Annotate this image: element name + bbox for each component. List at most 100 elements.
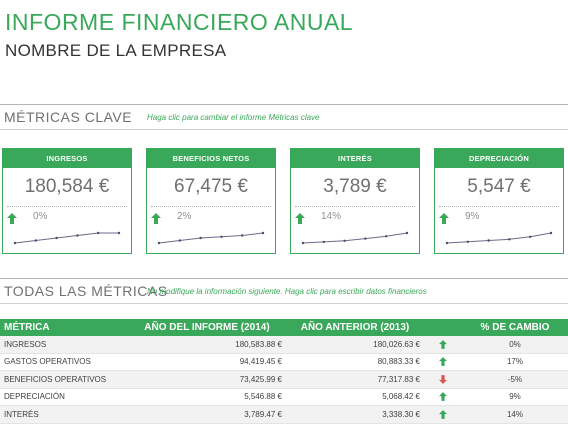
current-year-cell[interactable]: 3,789.47 € <box>128 405 286 424</box>
metric-name-cell: GASTOS OPERATIVOS <box>0 353 128 371</box>
metric-name-cell: INTERÉS <box>0 405 128 424</box>
previous-year-cell[interactable]: 3,338.30 € <box>286 405 424 424</box>
current-year-cell[interactable]: 5,546.88 € <box>128 388 286 406</box>
sparkline-chart <box>13 231 121 245</box>
sparkline-point <box>549 231 553 235</box>
metric-card-value: 67,475 € <box>151 168 271 207</box>
sparkline-point <box>322 240 325 244</box>
sparkline-point <box>157 241 161 245</box>
key-metrics-section-header: MÉTRICAS CLAVE Haga clic para cambiar el… <box>0 104 568 130</box>
trend-up-icon <box>439 410 447 419</box>
trend-cell <box>424 336 462 354</box>
percent-change-cell: -5% <box>462 370 568 389</box>
all-metrics-section-header: TODAS LAS MÉTRICAS No modifique la infor… <box>0 278 568 304</box>
metric-name-cell: BENEFICIOS OPERATIVOS <box>0 370 128 389</box>
column-header-previous-year: AÑO ANTERIOR (2013) <box>286 319 424 336</box>
percent-change-cell: 14% <box>462 405 568 424</box>
metric-card-label: BENEFICIOS NETOS <box>147 149 275 168</box>
trend-up-icon <box>151 211 161 224</box>
metric-card-value: 5,547 € <box>439 168 559 207</box>
sparkline-line <box>302 232 408 244</box>
sparkline-line <box>446 232 552 244</box>
divider <box>0 278 568 279</box>
column-header-trend <box>424 319 462 336</box>
sparkline-chart <box>157 231 265 245</box>
column-header-current-year: AÑO DEL INFORME (2014) <box>128 319 286 336</box>
trend-up-icon <box>295 211 305 224</box>
sparkline-point <box>466 240 469 243</box>
sparkline-line <box>158 232 264 244</box>
sparkline-point <box>445 241 449 245</box>
table-row: INTERÉS 3,789.47 €3,338.30 € 14% <box>0 405 568 424</box>
all-metrics-hint-link[interactable]: No modifique la información siguiente. H… <box>147 287 427 296</box>
trend-up-icon <box>439 392 447 402</box>
sparkline-chart <box>445 231 553 245</box>
table-row: DEPRECIACIÓN 5,546.88 €5,068.42 € 9% <box>0 388 568 406</box>
metric-card-change: 0% <box>33 211 48 222</box>
divider <box>0 104 568 105</box>
trend-cell <box>424 353 462 371</box>
sparkline-line <box>14 232 119 244</box>
current-year-cell[interactable]: 94,419.45 € <box>128 353 286 371</box>
metric-card: INTERÉS 3,789 € 14% <box>290 148 420 254</box>
table-row: INGRESOS 180,583.88 €180,026.63 € 0% <box>0 336 568 354</box>
table-row: BENEFICIOS OPERATIVOS 73,425.99 €77,317.8… <box>0 370 568 389</box>
sparkline-point <box>301 241 305 245</box>
sparkline-point <box>261 231 265 235</box>
sparkline-point <box>55 236 58 240</box>
sparkline-point <box>76 234 79 237</box>
key-metrics-hint-link[interactable]: Haga clic para cambiar el informe Métric… <box>147 113 320 122</box>
divider <box>0 303 568 304</box>
previous-year-cell[interactable]: 80,883.33 € <box>286 353 424 371</box>
metric-name-cell: INGRESOS <box>0 336 128 354</box>
current-year-cell[interactable]: 73,425.99 € <box>128 370 286 389</box>
trend-up-icon <box>439 211 449 224</box>
sparkline-point <box>405 231 409 235</box>
metric-card-label: DEPRECIACIÓN <box>435 149 563 168</box>
sparkline-point <box>13 241 17 245</box>
all-metrics-heading: TODAS LAS MÉTRICAS <box>4 283 168 299</box>
metric-card-label: INTERÉS <box>291 149 419 168</box>
metric-card-value: 3,789 € <box>295 168 415 207</box>
divider <box>0 129 568 130</box>
all-metrics-table: MÉTRICA AÑO DEL INFORME (2014) AÑO ANTER… <box>0 319 568 424</box>
metric-card: BENEFICIOS NETOS 67,475 € 2% <box>146 148 276 254</box>
previous-year-cell[interactable]: 5,068.42 € <box>286 388 424 406</box>
metric-card: INGRESOS 180,584 € 0% <box>2 148 132 254</box>
metric-card-value: 180,584 € <box>7 168 127 207</box>
table-header-row: MÉTRICA AÑO DEL INFORME (2014) AÑO ANTER… <box>0 319 568 336</box>
company-name[interactable]: NOMBRE DE LA EMPRESA <box>5 41 227 60</box>
column-header-metric: MÉTRICA <box>0 319 128 336</box>
current-year-cell[interactable]: 180,583.88 € <box>128 336 286 354</box>
trend-up-icon <box>439 340 447 349</box>
report-title: INFORME FINANCIERO ANUAL <box>5 9 354 35</box>
trend-cell <box>424 388 462 406</box>
sparkline-point <box>508 238 511 241</box>
previous-year-cell[interactable]: 77,317.83 € <box>286 370 424 389</box>
previous-year-cell[interactable]: 180,026.63 € <box>286 336 424 354</box>
sparkline-point <box>117 231 121 235</box>
sparkline-chart <box>301 231 409 245</box>
trend-down-icon <box>439 375 447 384</box>
key-metrics-heading: MÉTRICAS CLAVE <box>4 109 133 125</box>
percent-change-cell: 9% <box>462 388 568 406</box>
sparkline-point <box>529 235 532 238</box>
trend-up-icon <box>7 211 17 224</box>
metric-card: DEPRECIACIÓN 5,547 € 9% <box>434 148 564 254</box>
sparkline-point <box>364 237 367 240</box>
percent-change-cell: 17% <box>462 353 568 371</box>
sparkline-point <box>343 239 346 242</box>
metric-name-cell: DEPRECIACIÓN <box>0 388 128 406</box>
metric-card-change: 2% <box>177 211 192 222</box>
percent-change-cell: 0% <box>462 336 568 354</box>
sparkline-point <box>34 239 37 242</box>
sparkline-point <box>178 239 181 242</box>
metric-card-change: 9% <box>465 211 480 222</box>
sparkline-point <box>241 234 244 237</box>
sparkline-point <box>97 231 100 235</box>
metric-card-label: INGRESOS <box>3 149 131 168</box>
table-row: GASTOS OPERATIVOS 94,419.45 €80,883.33 € 1… <box>0 353 568 371</box>
sparkline-point <box>385 235 388 238</box>
trend-cell <box>424 405 462 424</box>
metric-card-change: 14% <box>321 211 342 222</box>
